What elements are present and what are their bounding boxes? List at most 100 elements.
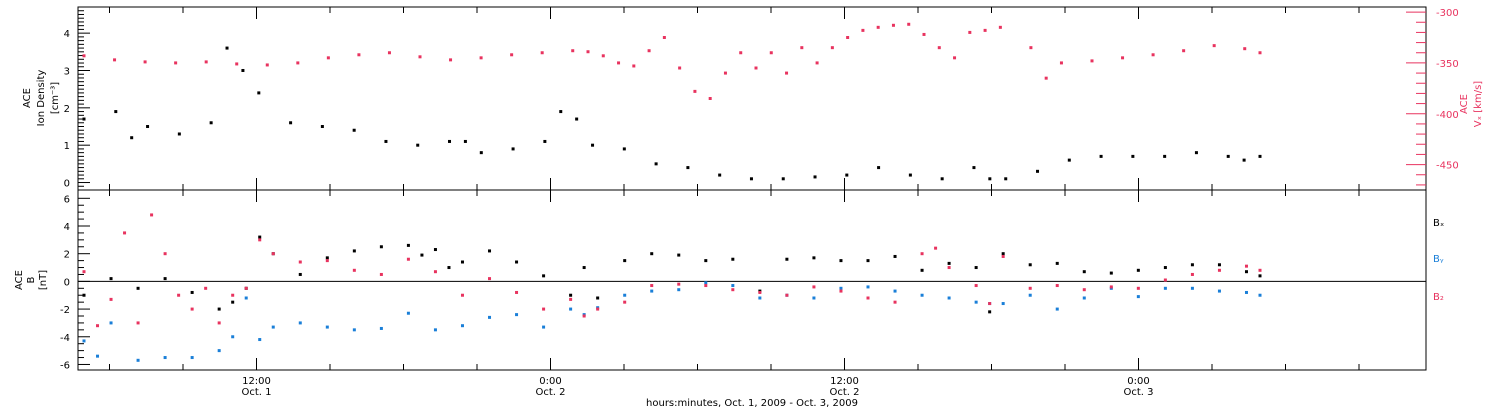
ion-density-point bbox=[384, 139, 388, 143]
by-point bbox=[136, 358, 140, 362]
vx-point bbox=[678, 66, 682, 70]
bz-point bbox=[839, 289, 843, 293]
bz-point bbox=[1258, 268, 1262, 272]
bx-point bbox=[1001, 252, 1005, 256]
vx-point bbox=[693, 89, 697, 93]
vx-point bbox=[1212, 44, 1216, 48]
vx-point bbox=[785, 71, 789, 75]
bz-point bbox=[271, 252, 275, 256]
bz-point bbox=[515, 290, 519, 294]
ion-density-point bbox=[289, 121, 293, 125]
bx-point bbox=[1258, 274, 1262, 278]
ion-density-point bbox=[463, 139, 467, 143]
bz-point bbox=[812, 285, 816, 289]
vx-point bbox=[1090, 59, 1094, 63]
bz-point bbox=[677, 282, 681, 286]
vx-point bbox=[723, 71, 727, 75]
by-point bbox=[1028, 293, 1032, 297]
bz-point bbox=[582, 314, 586, 318]
vx-point bbox=[204, 60, 208, 64]
bx-point bbox=[596, 296, 600, 300]
vx-point bbox=[449, 58, 453, 62]
vx-point bbox=[739, 51, 743, 55]
ion-density-point bbox=[988, 177, 992, 181]
bx-point bbox=[623, 259, 627, 263]
bz-point bbox=[596, 307, 600, 311]
bz-point bbox=[569, 297, 573, 301]
vx-point bbox=[387, 51, 391, 55]
by-point bbox=[812, 296, 816, 300]
b-field-tick-label: 4 bbox=[64, 222, 70, 233]
b-field-axis-label-line1: ACE bbox=[14, 270, 25, 290]
bx-point bbox=[352, 249, 356, 253]
bz-point bbox=[136, 321, 140, 325]
bz-point bbox=[325, 259, 329, 263]
bz-point bbox=[488, 277, 492, 281]
vx-point bbox=[571, 49, 575, 53]
vx-point bbox=[907, 22, 911, 26]
bx-point bbox=[82, 293, 86, 297]
bx-point bbox=[1055, 261, 1059, 265]
by-point bbox=[1163, 286, 1167, 290]
bx-point bbox=[379, 245, 383, 249]
bx-point bbox=[136, 286, 140, 290]
vx-point bbox=[174, 61, 178, 65]
bx-point bbox=[893, 254, 897, 258]
ion-density-point bbox=[813, 175, 817, 179]
b-field-axis-unit: [nT] bbox=[38, 270, 49, 290]
ion-density-point bbox=[543, 139, 547, 143]
time-axis-ticks bbox=[109, 7, 1360, 370]
vx-point bbox=[617, 61, 621, 65]
date-tick-label: Oct. 1 bbox=[241, 387, 271, 398]
ion-density-point bbox=[1258, 154, 1262, 158]
ion-density-point bbox=[622, 147, 626, 151]
bz-point bbox=[1190, 272, 1194, 276]
bz-point bbox=[934, 246, 938, 250]
ion-density-point bbox=[845, 173, 849, 177]
by-point bbox=[623, 293, 627, 297]
ion-density-point bbox=[1194, 151, 1198, 155]
by-point bbox=[109, 321, 113, 325]
bx-point bbox=[460, 260, 464, 264]
bz-point bbox=[1001, 254, 1005, 258]
ion-density-point bbox=[511, 147, 515, 151]
by-point bbox=[1136, 295, 1140, 299]
vx-point bbox=[326, 56, 330, 60]
bottom-panel-frame bbox=[77, 189, 1427, 371]
vx-point bbox=[296, 61, 300, 65]
date-tick-label: Oct. 3 bbox=[1123, 387, 1153, 398]
b-field-tick-label: -2 bbox=[60, 305, 70, 316]
ion-density-point bbox=[177, 132, 181, 136]
bz-point bbox=[460, 293, 464, 297]
vx-point bbox=[479, 56, 483, 60]
bz-point bbox=[947, 266, 951, 270]
density-axis-unit: [cm⁻³] bbox=[50, 82, 61, 114]
bx-point bbox=[785, 257, 789, 261]
ion-density-point bbox=[559, 110, 563, 114]
bx-point bbox=[298, 272, 302, 276]
ion-density-point bbox=[209, 121, 213, 125]
bz-point bbox=[1244, 264, 1248, 268]
density-axis-ticks: 0 1 2 3 4 bbox=[64, 10, 90, 190]
vx-point bbox=[1029, 46, 1033, 50]
by-point bbox=[1082, 296, 1086, 300]
bz-point bbox=[1028, 286, 1032, 290]
density-tick-label: 0 bbox=[64, 179, 70, 190]
density-axis-label-line2: Ion Density bbox=[36, 70, 47, 127]
bz-point bbox=[542, 307, 546, 311]
ion-density-point bbox=[241, 68, 245, 72]
ion-density-point bbox=[479, 151, 483, 155]
bx-point bbox=[325, 256, 329, 260]
b-field-tick-label: -6 bbox=[60, 360, 70, 371]
by-point bbox=[325, 325, 329, 329]
ion-density-point bbox=[686, 166, 690, 170]
by-point bbox=[379, 326, 383, 330]
bz-point bbox=[866, 296, 870, 300]
ion-density-point bbox=[591, 143, 595, 147]
vx-point bbox=[235, 62, 239, 66]
legend-bz: B₂ bbox=[1433, 292, 1444, 303]
top-panel-data-points bbox=[82, 22, 1262, 181]
bz-point bbox=[1109, 285, 1113, 289]
